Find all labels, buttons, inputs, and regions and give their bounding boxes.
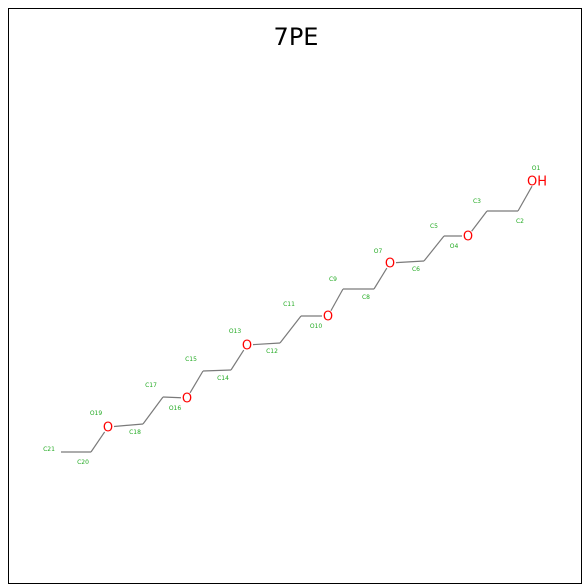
bond-C6-O7 — [395, 260, 425, 264]
atom-label-C18: C18 — [129, 429, 141, 436]
oxygen-symbol-O16: O — [182, 392, 192, 407]
bond-C18-O19 — [113, 423, 144, 428]
atom-label-C20: C20 — [77, 459, 89, 466]
bond-C15-O16 — [189, 370, 204, 394]
atom-label-C3: C3 — [473, 198, 481, 205]
atom-label-O10: O10 — [310, 323, 323, 330]
oxygen-symbol-O4: O — [463, 230, 473, 245]
atom-label-O13: O13 — [229, 328, 242, 335]
bond-C9-O10 — [330, 288, 344, 312]
atom-label-C2: C2 — [516, 218, 524, 225]
atom-label-C17: C17 — [145, 382, 157, 389]
atom-label-O1: O1 — [532, 165, 541, 172]
atom-label-O16: O16 — [169, 405, 182, 412]
atom-label-C8: C8 — [362, 294, 370, 301]
bond-C17-C18 — [142, 396, 164, 425]
bond-O19-C20 — [90, 431, 106, 453]
atom-label-O7: O7 — [374, 248, 383, 255]
bond-layer — [61, 185, 533, 453]
heteroatom-layer: OH O O O O O O — [103, 175, 547, 436]
atom-label-C15: C15 — [185, 356, 197, 363]
oxygen-symbol-O1: OH — [527, 175, 547, 190]
molecule-structure: OH O O O O O O O1 C2 C3 O4 C5 C6 O7 C8 C9 O10 C11 C12 O13 C… — [43, 165, 547, 466]
oxygen-symbol-O13: O — [242, 339, 252, 354]
diagram-frame: 7PE OH O O O O O O O1 C2 C3 O4 C5 C6 O7 C8 C9 O10 C11 C12… — [8, 8, 582, 584]
atom-label-C11: C11 — [283, 301, 295, 308]
atom-label-O4: O4 — [450, 243, 459, 250]
bond-O1-C2 — [517, 185, 533, 212]
bond-C14-C15 — [202, 369, 232, 372]
oxygen-symbol-O10: O — [323, 310, 333, 325]
oxygen-symbol-O19: O — [103, 421, 113, 436]
atom-label-C6: C6 — [412, 266, 420, 273]
oxygen-symbol-O7: O — [385, 257, 395, 272]
atom-label-C21: C21 — [43, 446, 55, 453]
atom-label-C9: C9 — [329, 276, 337, 283]
atom-label-layer: O1 C2 C3 O4 C5 C6 O7 C8 C9 O10 C11 C12 O13 C14 C15 O16 C… — [43, 165, 540, 466]
bond-C12-O13 — [252, 342, 281, 346]
bond-O7-C8 — [373, 267, 388, 290]
atom-label-C5: C5 — [430, 223, 438, 230]
atom-label-O19: O19 — [90, 410, 103, 417]
atom-label-C14: C14 — [217, 375, 229, 382]
atom-label-C12: C12 — [266, 348, 278, 355]
bond-C5-C6 — [423, 235, 445, 262]
molecule-title: 7PE — [273, 23, 319, 51]
bond-C3-O4 — [471, 210, 488, 232]
bond-O13-C14 — [230, 349, 245, 371]
bond-C11-C12 — [279, 315, 302, 344]
bond-O16-C17 — [162, 396, 182, 399]
